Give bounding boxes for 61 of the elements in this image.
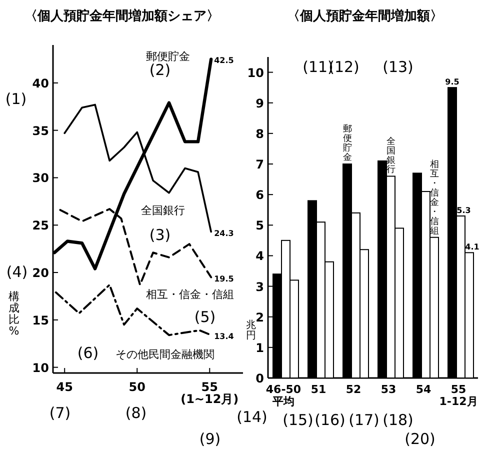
- text: (1): [5, 90, 27, 108]
- annotation: (6): [77, 344, 99, 362]
- text: (20): [404, 430, 436, 448]
- data-label: 24.3: [214, 228, 234, 238]
- text: (8): [125, 404, 147, 422]
- text: (14): [236, 408, 268, 426]
- y-tick-label: 1: [256, 340, 264, 355]
- y-tick-label: 0: [256, 372, 264, 386]
- data-label: 42.5: [214, 56, 234, 66]
- y-tick-label: 15: [32, 313, 49, 328]
- x-tick-label: 52: [346, 383, 362, 396]
- y-tick-label: 30: [32, 171, 49, 186]
- y-tick-label: 3: [256, 280, 264, 294]
- y-tick-label: 10: [247, 66, 264, 80]
- y-tick-label: 10: [32, 360, 49, 375]
- y-tick-label: 7: [256, 158, 264, 172]
- text: (16): [314, 411, 346, 429]
- data-label: 9.5: [445, 78, 460, 87]
- annotation: (3): [149, 226, 171, 244]
- y-tick-label: 8: [256, 126, 264, 141]
- x-tick-label: 55 1-12月: [439, 383, 478, 408]
- series-label: 全国銀行: [386, 136, 396, 176]
- text: (9): [199, 430, 221, 448]
- series-label: 郵便貯金: [342, 124, 352, 163]
- text: (18): [382, 411, 414, 429]
- x-tick-label: 46-50 平均: [266, 383, 302, 408]
- y-tick-label: 4: [256, 249, 264, 264]
- text: (4): [6, 263, 28, 281]
- x-tick-label: 51: [310, 383, 326, 396]
- annotation: (2): [149, 61, 171, 79]
- x-tick-label: 50: [128, 380, 146, 394]
- text: (15): [282, 411, 314, 429]
- y-tick-label: 5: [256, 218, 264, 233]
- series-label: 相互・信金・信組: [428, 159, 439, 236]
- y-tick-label: 35: [32, 124, 49, 138]
- text: (17): [348, 411, 380, 429]
- data-label: 4.1: [465, 242, 480, 252]
- series-label: 全国銀行: [141, 204, 185, 217]
- y-tick-label: 40: [32, 76, 49, 90]
- x-tick-label: 53: [380, 383, 396, 396]
- y-tick-label: 2: [256, 310, 264, 324]
- y-tick-label: 6: [256, 188, 264, 202]
- text: (7): [49, 404, 71, 422]
- x-tick-label: 45: [56, 380, 73, 394]
- data-label: 19.5: [214, 274, 234, 284]
- x-tick-label: 55 (1~12月): [180, 380, 239, 406]
- chart-title: 〈個人預貯金年間増加額〉: [287, 8, 443, 24]
- series-label: 郵便貯金: [146, 50, 190, 63]
- y-tick-label: 9: [256, 96, 264, 110]
- x-tick-label: 54: [416, 383, 432, 396]
- annotation: (5): [194, 308, 216, 326]
- y-axis-title: 兆円: [246, 319, 256, 342]
- y-axis-title: 構成比%: [8, 290, 20, 338]
- series-label: 相互・信金・信組: [146, 288, 234, 301]
- series-label: その他民間金融機関: [116, 348, 214, 361]
- y-tick-label: 20: [32, 266, 49, 280]
- data-label: 5.3: [456, 206, 471, 215]
- annotation: (13): [382, 58, 414, 76]
- y-tick-label: 25: [32, 218, 49, 233]
- chart-title: 〈個人預貯金年間増加額シェア〉: [24, 8, 220, 24]
- data-label: 13.4: [214, 332, 234, 342]
